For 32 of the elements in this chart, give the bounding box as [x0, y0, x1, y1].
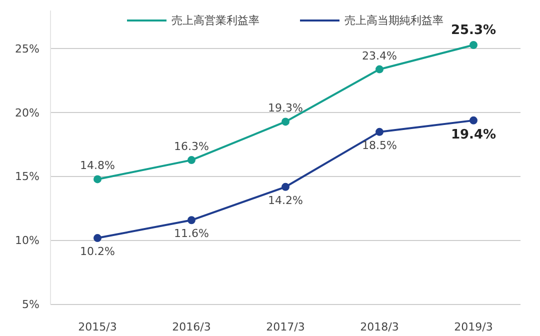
- y-tick-label: 25%: [15, 42, 40, 56]
- data-label: 18.5%: [362, 138, 397, 152]
- y-tick-label: 5%: [22, 298, 40, 311]
- data-label: 14.2%: [268, 194, 303, 207]
- data-label: 25.3%: [450, 23, 496, 38]
- data-label: 19.4%: [450, 127, 496, 142]
- x-tick-label: 2017/3: [266, 320, 305, 334]
- y-tick-label: 10%: [15, 234, 40, 248]
- legend-label: 売上高営業利益率: [172, 12, 260, 28]
- x-tick-label: 2019/3: [454, 320, 493, 334]
- data-label: 19.3%: [268, 102, 303, 115]
- data-label: 16.3%: [174, 140, 209, 154]
- point: [470, 41, 478, 50]
- point: [376, 65, 384, 74]
- x-tick-label: 2015/3: [78, 320, 117, 334]
- x-tick-label: 2016/3: [172, 320, 211, 334]
- point: [470, 116, 478, 124]
- point: [188, 156, 196, 164]
- point: [94, 175, 102, 184]
- data-label: 10.2%: [80, 245, 115, 258]
- point: [376, 128, 384, 136]
- x-tick-label: 2018/3: [360, 320, 399, 334]
- point: [282, 182, 290, 191]
- data-label: 23.4%: [362, 49, 397, 62]
- legend-label: 売上高当期純利益率: [344, 12, 444, 28]
- y-tick-label: 20%: [15, 106, 40, 120]
- data-label: 14.8%: [80, 159, 115, 172]
- point: [188, 216, 196, 224]
- data-label: 11.6%: [174, 227, 209, 240]
- point: [282, 118, 290, 126]
- y-tick-label: 15%: [15, 170, 40, 184]
- point: [94, 234, 102, 242]
